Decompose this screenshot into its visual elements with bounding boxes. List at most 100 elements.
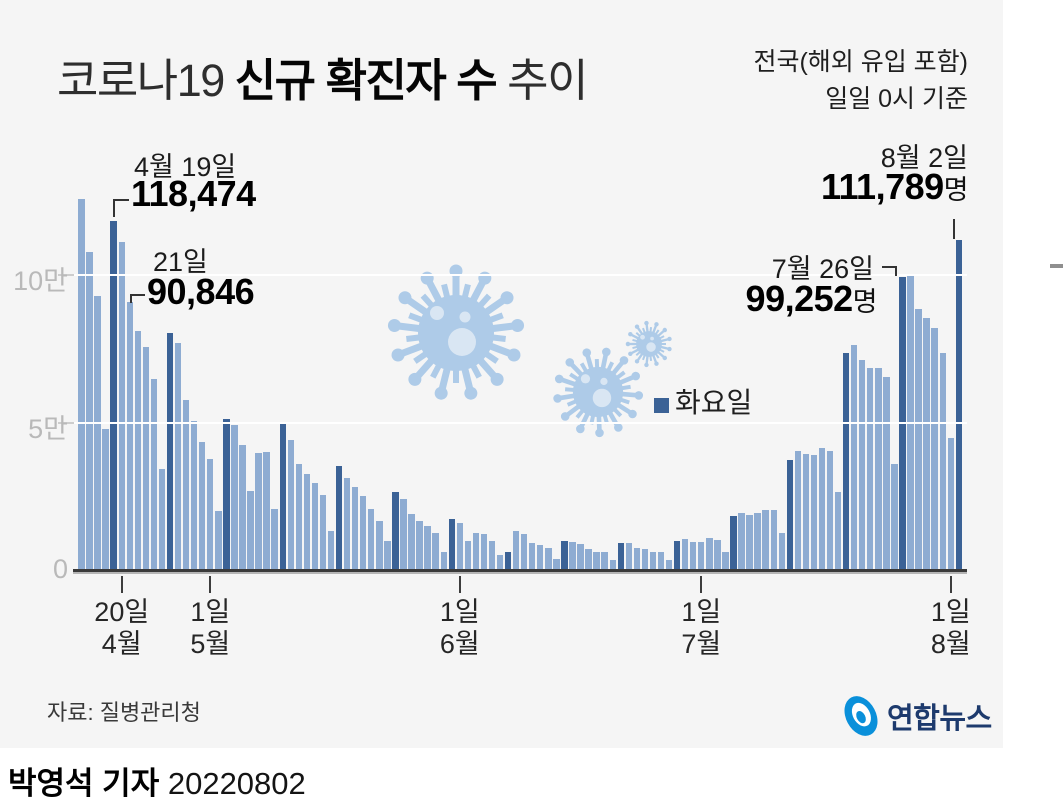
bar-07-15	[810, 455, 818, 570]
annotation-leader-apr21-v	[130, 294, 132, 303]
subtitle-line-2: 일일 0시 기준	[825, 85, 968, 113]
bar-07-08	[754, 512, 761, 570]
bar-05-12	[295, 464, 302, 570]
bar-07-25	[891, 464, 898, 570]
bar-07-24	[883, 376, 890, 570]
annotation-date-jul26: 7월 26일	[771, 254, 874, 284]
title-bold: 신규 확진자 수	[234, 55, 498, 106]
annotation-value-jul26: 99,252명	[745, 278, 878, 320]
annotation-value-aug2: 111,789명	[820, 166, 969, 208]
x-label-day: 1일	[439, 597, 480, 627]
title-prefix: 코로나19	[57, 55, 235, 106]
yonhap-logo-text: 연합뉴스	[887, 703, 992, 735]
bar-04-25	[158, 468, 166, 570]
bar-06-29	[681, 539, 689, 570]
annotation-date-apr19: 4월 19일	[134, 152, 237, 182]
annotation-value-text: 111,789	[820, 166, 944, 207]
bar-05-31	[448, 519, 455, 570]
bar-04-29	[190, 420, 198, 570]
bar-04-16	[86, 251, 93, 570]
annotation-value-apr21: 90,846	[147, 271, 255, 313]
bar-07-11	[778, 532, 785, 570]
x-label-month: 8월	[930, 629, 971, 659]
bar-06-03	[472, 533, 480, 570]
bar-05-25	[400, 499, 407, 570]
annotation-leader-aug2-v	[953, 219, 955, 239]
x-label-day: 1일	[190, 597, 231, 627]
coronavirus-icon-small	[625, 320, 672, 368]
legend: 화요일	[654, 381, 752, 421]
bar-06-19	[601, 552, 608, 570]
bar-04-30	[199, 442, 206, 570]
coronavirus-icon-large	[387, 264, 525, 400]
bar-05-05	[239, 445, 246, 570]
bar-06-01	[456, 523, 463, 570]
annotation-value-text: 99,252	[745, 278, 854, 319]
x-axis-shadow	[73, 572, 967, 574]
bar-05-21	[368, 508, 375, 570]
bar-05-07	[255, 453, 262, 570]
coronavirus-icon-medium	[553, 347, 644, 438]
bar-06-06	[496, 555, 504, 570]
annotation-value-apr19: 118,474	[131, 173, 256, 215]
annotation-leader-apr21-h	[130, 294, 145, 296]
bar-04-17	[94, 295, 101, 570]
bar-06-05	[488, 540, 496, 570]
x-tickmark-6월	[458, 576, 461, 593]
bar-05-04	[231, 425, 238, 570]
bar-07-21	[859, 360, 866, 570]
bar-05-28	[424, 525, 431, 570]
bar-06-28	[673, 540, 681, 570]
bar-07-04	[722, 551, 729, 570]
bar-04-28	[182, 400, 190, 570]
bar-06-16	[577, 543, 584, 570]
annotation-unit: 명	[852, 287, 878, 317]
bar-04-27	[174, 343, 182, 570]
bar-07-07	[746, 515, 753, 570]
bar-05-16	[327, 530, 335, 570]
bar-04-26	[166, 332, 174, 570]
bar-07-28	[915, 309, 922, 570]
bar-04-20	[118, 241, 125, 570]
byline-reporter: 박영석 기자	[8, 766, 160, 801]
bar-07-29	[923, 318, 930, 570]
annotation-value-text: 118,474	[131, 173, 256, 214]
bar-06-08	[512, 530, 520, 570]
bar-06-04	[480, 534, 488, 570]
bar-04-23	[142, 347, 150, 570]
bar-07-20	[851, 344, 858, 570]
bar-05-06	[247, 491, 254, 570]
bar-08-02	[955, 240, 963, 570]
y-axis-label-100000: 10만	[13, 266, 68, 296]
bar-06-26	[657, 551, 665, 570]
bar-05-18	[343, 477, 351, 570]
bar-05-01	[207, 458, 214, 570]
bar-06-15	[569, 542, 576, 570]
bar-05-20	[360, 495, 367, 570]
title-suffix: 추이	[496, 55, 588, 106]
annotation-date-aug2: 8월 2일	[880, 143, 968, 173]
bar-06-30	[690, 541, 697, 570]
bar-06-18	[593, 552, 600, 570]
subtitle-line-1: 전국(해외 유입 포함)	[753, 48, 968, 76]
x-label-month: 4월	[101, 629, 142, 659]
bar-05-24	[392, 492, 399, 570]
bar-08-01	[947, 438, 954, 570]
x-axis-label-8월: 1일 8월	[931, 596, 971, 660]
bar-05-08	[263, 451, 270, 570]
bar-07-13	[794, 451, 802, 570]
bar-06-13	[553, 558, 560, 570]
bar-06-12	[545, 548, 552, 570]
gridline-50000	[74, 421, 967, 424]
bar-06-11	[537, 545, 544, 570]
bar-05-22	[376, 521, 383, 570]
subtitle: 전국(해외 유입 포함) 일일 0시 기준	[753, 44, 968, 118]
bar-06-22	[625, 543, 633, 570]
bar-07-17	[826, 450, 834, 570]
bar-06-09	[520, 534, 528, 570]
bar-05-30	[440, 551, 447, 570]
x-label-month: 7월	[681, 629, 722, 659]
x-tickmark-7월	[700, 576, 703, 593]
bar-06-20	[609, 559, 616, 570]
bar-06-21	[617, 542, 624, 570]
